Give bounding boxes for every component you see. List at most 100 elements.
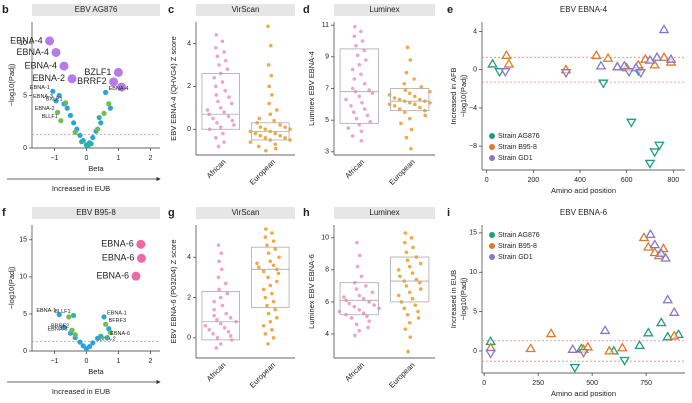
point <box>350 86 355 91</box>
point <box>271 263 276 268</box>
point <box>261 269 266 274</box>
point <box>212 307 216 312</box>
y-tick-label: 7 <box>325 85 329 92</box>
panel-title: EBV EBNA-4 <box>560 5 608 14</box>
point <box>258 133 263 138</box>
title-bar <box>196 4 295 16</box>
point-label: BFRF3 <box>109 318 126 324</box>
y-axis-label: −log10(Padj) <box>459 277 468 320</box>
point <box>215 121 219 125</box>
point <box>367 88 371 92</box>
point <box>205 108 210 112</box>
point <box>337 309 342 314</box>
point <box>404 70 409 75</box>
legend-swatch <box>489 232 495 238</box>
point <box>220 80 225 84</box>
point <box>258 125 263 129</box>
point <box>253 131 258 136</box>
point <box>397 107 402 111</box>
point <box>214 33 219 37</box>
point <box>413 94 417 99</box>
point <box>96 114 102 121</box>
point <box>402 81 407 86</box>
point <box>408 335 413 339</box>
y-axis-label: Luminex EBV EBNA-4 <box>307 51 316 126</box>
point <box>352 34 357 39</box>
point <box>360 39 365 43</box>
point <box>263 295 268 300</box>
point <box>416 316 421 320</box>
point <box>268 283 273 288</box>
triangle <box>604 345 615 355</box>
point-label: EBNA-6 <box>110 331 130 337</box>
point-label: EBNA-4 <box>10 35 43 45</box>
point <box>131 271 141 281</box>
point <box>221 131 225 136</box>
point <box>90 134 96 141</box>
point <box>214 84 218 89</box>
point <box>117 82 127 92</box>
point <box>409 127 414 132</box>
point <box>58 118 64 124</box>
point <box>361 296 366 301</box>
point <box>360 100 364 105</box>
y-axis-label: −log10(Padj) <box>7 63 16 106</box>
point <box>266 63 271 67</box>
point <box>71 312 77 319</box>
point <box>276 271 281 276</box>
triangle <box>630 62 642 72</box>
point <box>216 144 221 149</box>
point <box>370 290 375 295</box>
y-tick-label: 15 <box>19 237 27 244</box>
point <box>269 43 273 48</box>
point <box>227 95 231 99</box>
point <box>218 295 223 300</box>
point <box>214 346 219 350</box>
y-axis-label: EBV EBNA-4 (QHVG4) Z score <box>169 36 178 141</box>
point <box>217 63 221 67</box>
x-tick-label: African <box>343 157 366 180</box>
point <box>370 91 375 96</box>
point <box>267 84 271 89</box>
point <box>103 89 109 95</box>
point <box>101 110 107 116</box>
triangle <box>590 49 602 60</box>
point <box>275 315 279 320</box>
point <box>271 336 276 340</box>
panel-label: d <box>303 4 310 16</box>
point <box>347 301 352 306</box>
point <box>264 227 268 231</box>
triangle <box>662 331 674 341</box>
point <box>355 240 359 245</box>
point <box>413 102 417 107</box>
triangle <box>499 68 511 78</box>
point <box>229 101 234 106</box>
triangle <box>658 51 670 61</box>
triangle <box>649 59 661 69</box>
point <box>392 96 397 100</box>
point <box>90 340 96 346</box>
point <box>271 239 276 243</box>
panel-label: b <box>2 4 9 16</box>
point <box>104 335 110 341</box>
point-label: EBNA-6 <box>96 271 129 281</box>
point <box>405 312 410 317</box>
panel-title: EBV B95-8 <box>76 208 116 217</box>
y-tick-label: 5 <box>325 117 329 124</box>
triangle <box>662 294 674 304</box>
x-tick-label: 2 <box>148 155 152 162</box>
x-tick-label: 1 <box>116 358 120 365</box>
box <box>201 73 240 130</box>
point <box>416 309 420 314</box>
point <box>45 36 55 46</box>
triangle <box>625 118 637 128</box>
x-tick-label: 0 <box>84 358 88 365</box>
triangle <box>595 60 607 70</box>
title-bar <box>196 207 295 219</box>
x-tick-label: 750 <box>640 380 652 387</box>
point <box>410 271 415 275</box>
point <box>359 274 364 279</box>
point <box>399 121 403 126</box>
point <box>216 243 221 247</box>
point <box>352 77 357 81</box>
